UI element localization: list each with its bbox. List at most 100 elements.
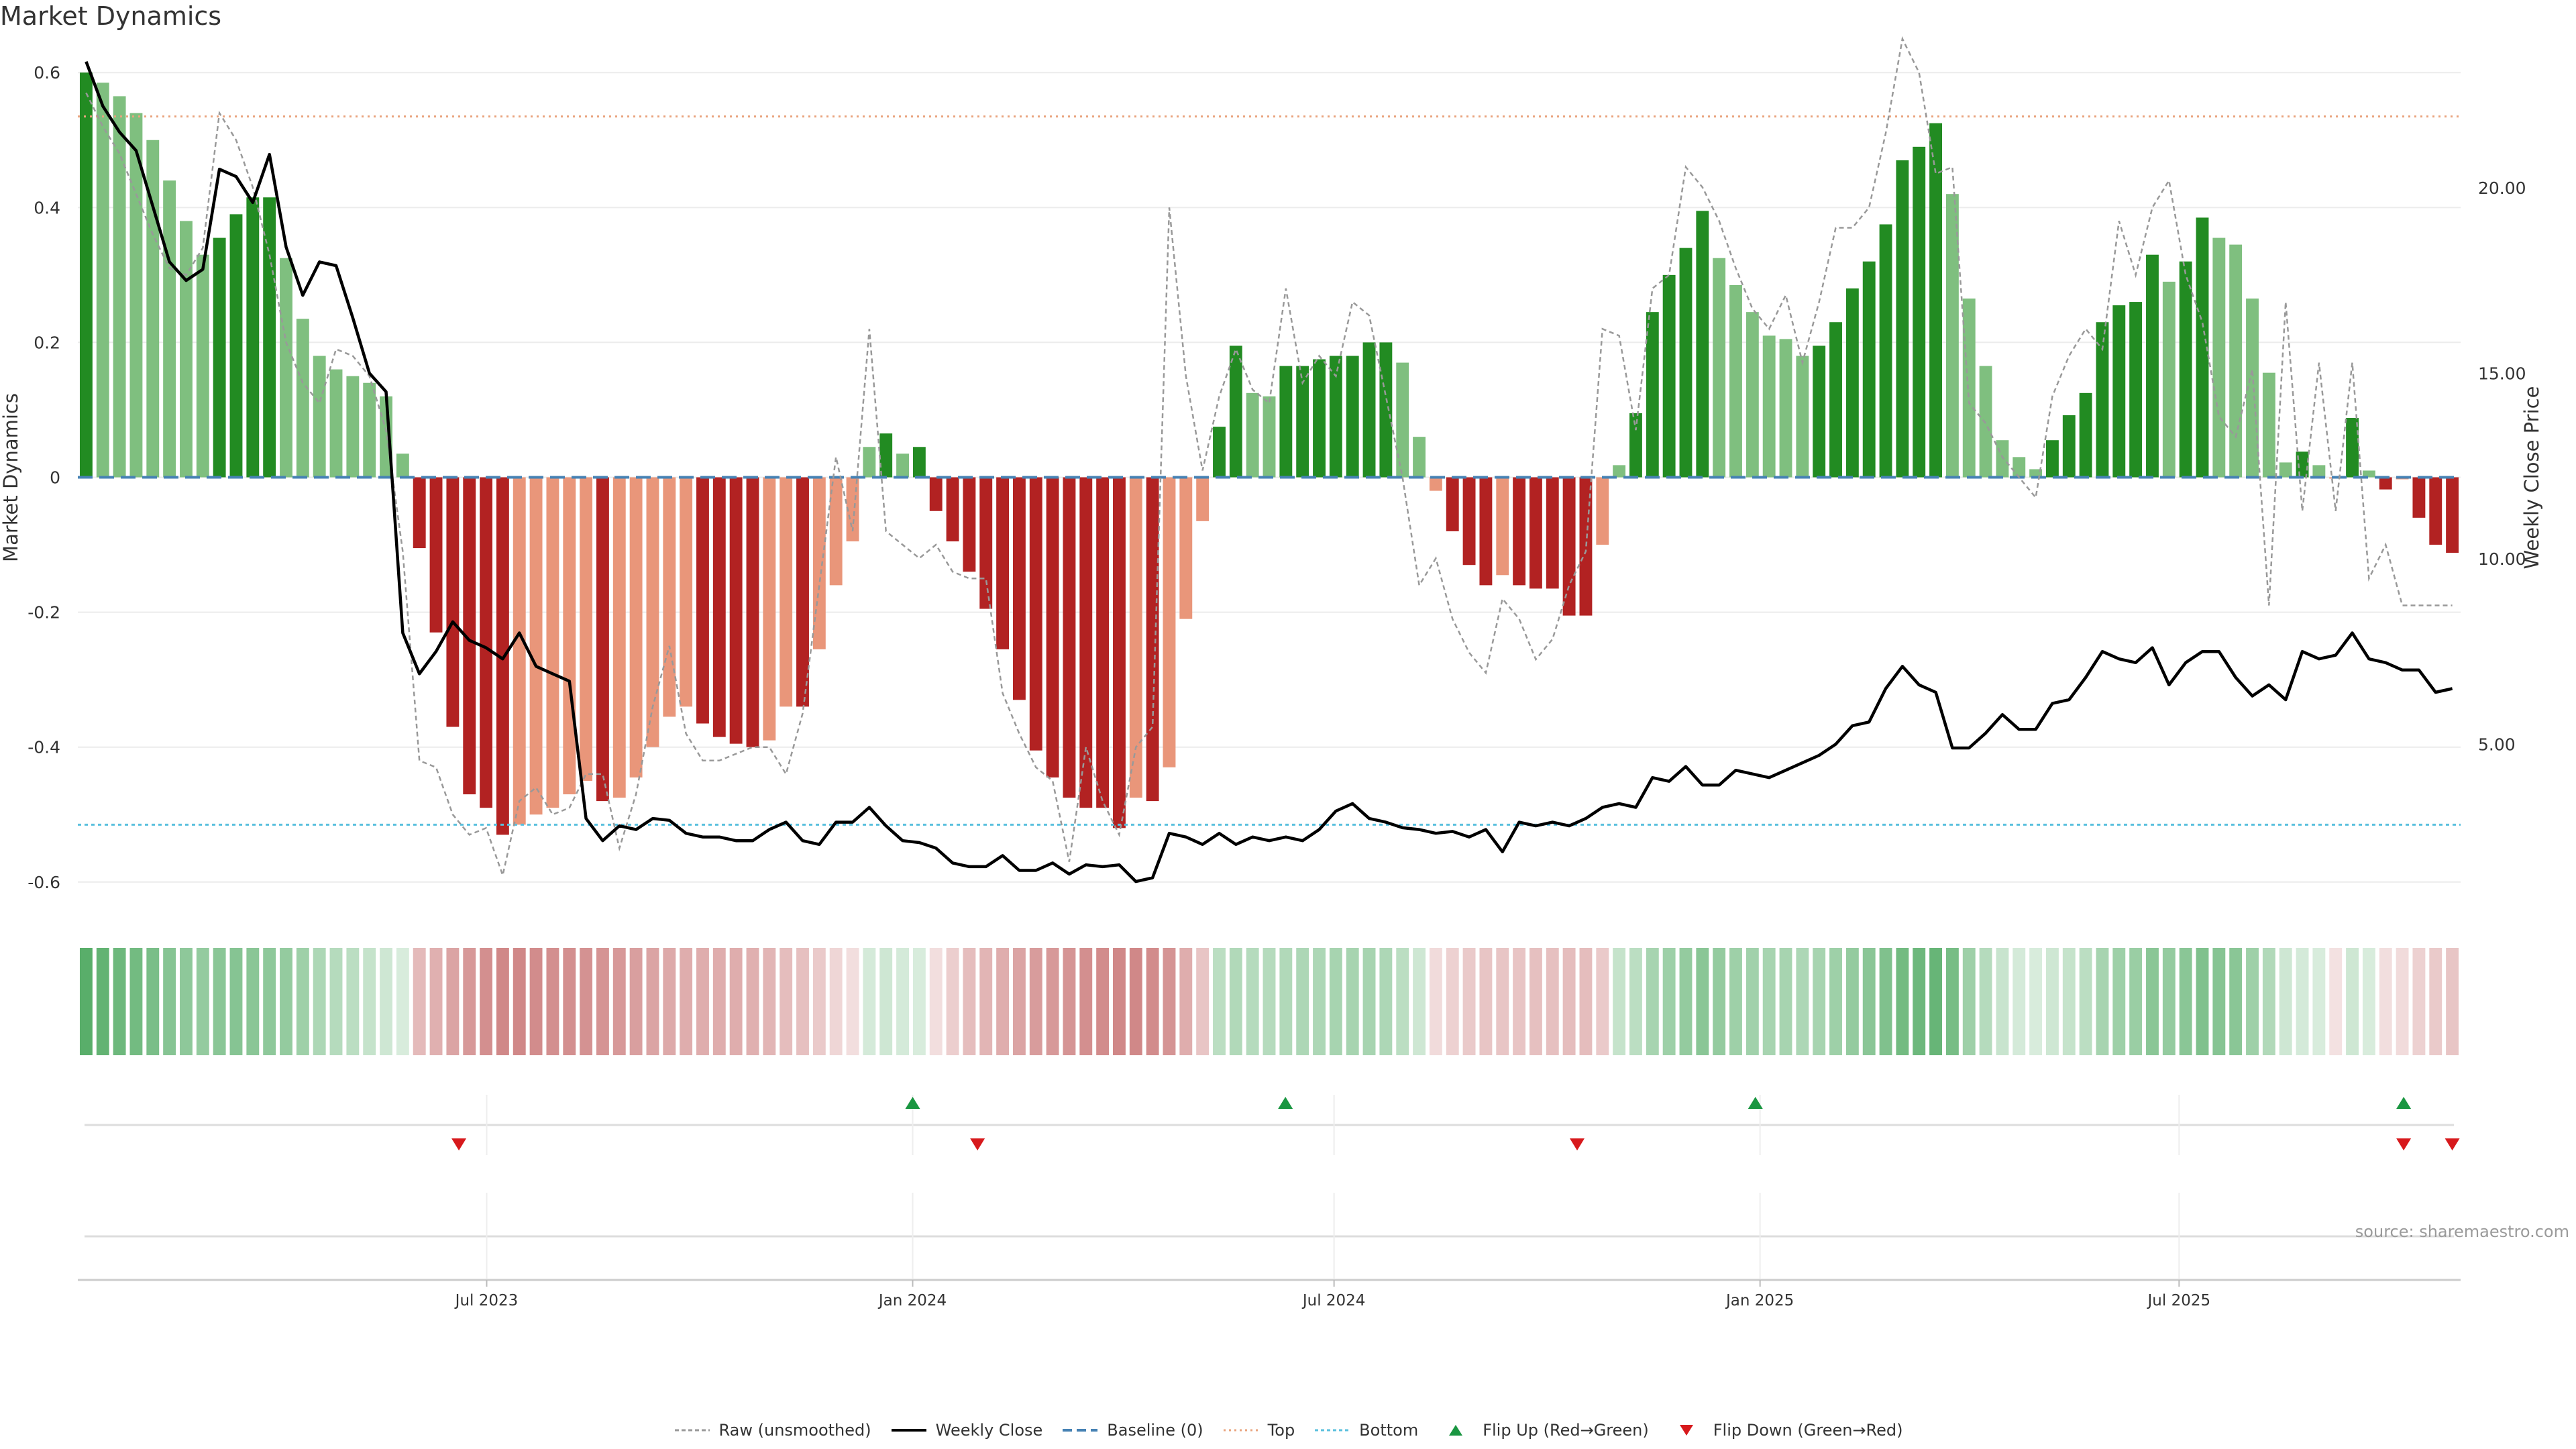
dynamics-bar (2062, 415, 2076, 478)
dynamics-bar (1646, 312, 1659, 478)
flip-down-marker (2396, 1138, 2412, 1150)
strip-cell (1179, 948, 1193, 1055)
dynamics-bar (1829, 322, 1842, 478)
dynamics-bar (1246, 392, 1259, 478)
raw-series (85, 36, 2453, 879)
dynamics-bar (780, 477, 793, 707)
strip-cell (912, 948, 926, 1055)
strip-cell (2412, 948, 2426, 1055)
flip-down-marker (2445, 1138, 2460, 1150)
strip-cell (1779, 948, 1792, 1055)
strip-cell (812, 948, 826, 1055)
strip-cell (1196, 948, 1210, 1055)
strip-cell (1746, 948, 1759, 1055)
x-tick-label: Jan 2025 (1725, 1292, 1794, 1309)
strip-cell (879, 948, 893, 1055)
dynamics-bar (2012, 457, 2026, 478)
flip-up-marker (1748, 1097, 1763, 1109)
strip-cell (1579, 948, 1593, 1055)
strip-cell (1679, 948, 1693, 1055)
strip-cell (329, 948, 343, 1055)
strip-cell (1796, 948, 1809, 1055)
dynamics-bar (1613, 465, 1626, 478)
strip-cell (229, 948, 243, 1055)
strip-cell (1346, 948, 1359, 1055)
strip-cell (113, 948, 126, 1055)
dynamics-bar (1929, 123, 1943, 478)
strip-cell (729, 948, 743, 1055)
dynamics-bar (596, 477, 609, 802)
strip-cell (596, 948, 609, 1055)
dynamics-bar (1879, 224, 1892, 478)
dynamics-bar (1146, 477, 1159, 802)
dynamics-bar (1396, 362, 1409, 478)
dynamics-bar (1562, 477, 1576, 616)
strip-cell (829, 948, 843, 1055)
strip-cell (146, 948, 160, 1055)
dynamics-bar (2212, 237, 2226, 478)
dynamics-bar (896, 453, 909, 478)
dynamics-bar (313, 356, 326, 478)
dynamics-bar (529, 477, 543, 815)
strip-cell (2379, 948, 2392, 1055)
dynamics-bar (213, 237, 226, 478)
dynamics-bar (1113, 477, 1126, 828)
strip-cell (363, 948, 376, 1055)
x-tick-label: Jul 2023 (454, 1292, 519, 1309)
strip-cell (313, 948, 326, 1055)
dynamics-bar (1796, 356, 1809, 478)
strip-cell (2362, 948, 2375, 1055)
dynamics-bar (629, 477, 643, 777)
dynamics-bar (146, 140, 160, 478)
dynamics-bar (1179, 477, 1193, 619)
strip-cell (480, 948, 492, 1055)
strip-cell (1862, 948, 1876, 1055)
strip-cell (1129, 948, 1142, 1055)
flip-up-marker (1278, 1097, 1293, 1109)
strip-cell (380, 948, 392, 1055)
strip-cell (2279, 948, 2292, 1055)
strip-cell (2012, 948, 2026, 1055)
strip-cell (2046, 948, 2059, 1055)
strip-cell (796, 948, 809, 1055)
dynamics-bar (2446, 477, 2459, 553)
flip-down-marker (970, 1138, 985, 1150)
legend-item: Weekly Close (890, 1421, 1042, 1440)
dynamics-bar (1696, 211, 1709, 478)
strip-cell (180, 948, 193, 1055)
legend-label: Flip Down (Green→Red) (1713, 1421, 1903, 1440)
strip-cell (1646, 948, 1659, 1055)
dynamics-bar (2412, 477, 2426, 518)
strip-cell (1329, 948, 1342, 1055)
strip-cell (1046, 948, 1059, 1055)
y-tick-label: -0.6 (28, 873, 60, 892)
strip-cell (1012, 948, 1026, 1055)
dynamics-bar (863, 447, 876, 478)
flip-down-marker (1570, 1138, 1585, 1150)
strip-cell (1546, 948, 1559, 1055)
dynamics-bar (329, 369, 343, 478)
y-tick-label: 0.6 (34, 63, 60, 83)
strip-cell (680, 948, 693, 1055)
strip-cell (463, 948, 476, 1055)
dynamics-bar (113, 96, 126, 478)
dynamics-bar (2179, 261, 2192, 478)
y-tick-label: -0.2 (28, 603, 60, 623)
legend-symbol (891, 1429, 926, 1432)
lower-panel (85, 1193, 2454, 1279)
dynamics-bar (1379, 342, 1393, 478)
strip-cell (263, 948, 276, 1055)
strip-cell (246, 948, 260, 1055)
strip-cell (896, 948, 909, 1055)
legend-symbol (1679, 1425, 1693, 1436)
strip-cell (2029, 948, 2043, 1055)
dynamics-bar (1229, 345, 1242, 478)
dynamics-bar (996, 477, 1010, 649)
dynamics-bar (846, 477, 859, 542)
strip-cell (1229, 948, 1242, 1055)
strip-cell (612, 948, 626, 1055)
strip-cell (1296, 948, 1309, 1055)
dynamics-bar (2279, 462, 2292, 478)
dynamics-bar (663, 477, 676, 717)
strip-cell (2396, 948, 2409, 1055)
